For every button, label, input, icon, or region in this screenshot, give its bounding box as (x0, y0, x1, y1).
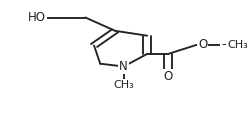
Text: O: O (164, 70, 173, 83)
Text: —: — (222, 38, 233, 51)
Text: N: N (119, 60, 128, 73)
Text: CH₃: CH₃ (113, 80, 134, 90)
Text: CH₃: CH₃ (227, 40, 248, 50)
Text: O: O (198, 38, 207, 51)
Text: HO: HO (28, 11, 46, 24)
